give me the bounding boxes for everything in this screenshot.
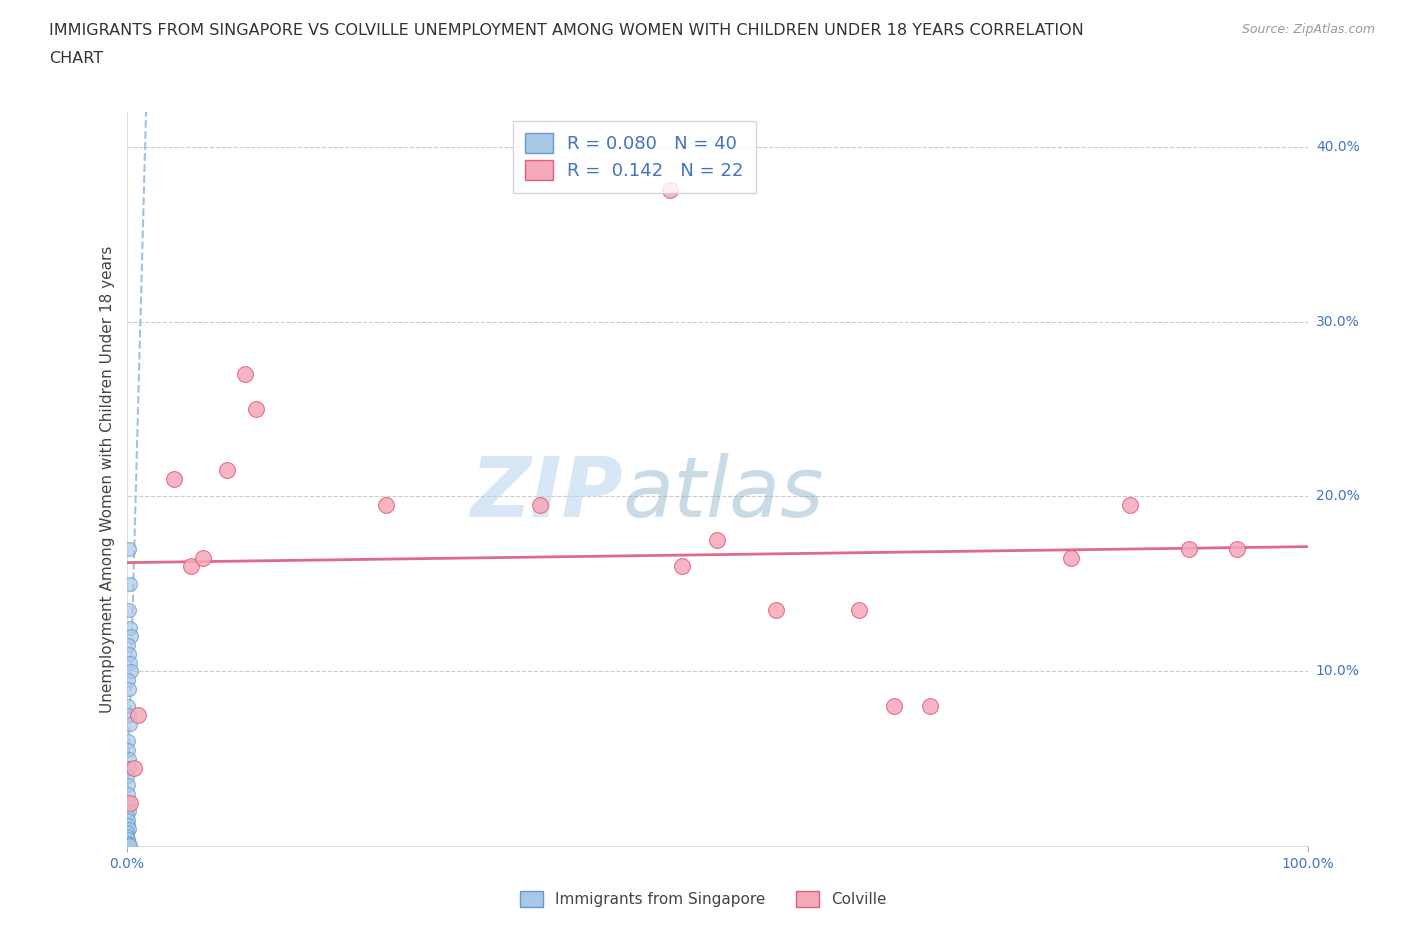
Point xyxy=(118,708,141,723)
Point xyxy=(122,760,145,775)
Point xyxy=(193,551,215,565)
Text: 40.0%: 40.0% xyxy=(1316,140,1360,153)
Text: 20.0%: 20.0% xyxy=(1316,489,1360,503)
Point xyxy=(1226,541,1249,556)
Point xyxy=(120,837,142,852)
Point xyxy=(1060,551,1083,565)
Text: 30.0%: 30.0% xyxy=(1316,314,1360,328)
Text: ZIP: ZIP xyxy=(470,453,623,534)
Legend: R = 0.080   N = 40, R =  0.142   N = 22: R = 0.080 N = 40, R = 0.142 N = 22 xyxy=(513,121,756,193)
Point xyxy=(120,620,142,635)
Point xyxy=(117,743,139,758)
Point xyxy=(127,708,149,723)
Point xyxy=(658,183,681,198)
Text: atlas: atlas xyxy=(623,453,824,534)
Point xyxy=(215,463,238,478)
Point xyxy=(120,629,142,644)
Point xyxy=(245,402,267,417)
Point xyxy=(671,559,693,574)
Point xyxy=(117,837,139,852)
Point xyxy=(233,366,256,381)
Point xyxy=(765,603,787,618)
Point xyxy=(120,577,142,591)
Point xyxy=(115,769,138,784)
Point xyxy=(117,829,139,844)
Point xyxy=(117,777,139,792)
Point xyxy=(118,760,141,775)
Point xyxy=(118,804,141,818)
Point xyxy=(117,638,139,653)
Point xyxy=(118,795,141,810)
Point xyxy=(117,837,139,852)
Point xyxy=(1178,541,1201,556)
Text: 10.0%: 10.0% xyxy=(1316,664,1360,678)
Point xyxy=(115,825,138,840)
Point xyxy=(918,699,941,714)
Point xyxy=(375,498,398,512)
Point xyxy=(117,831,139,846)
Point xyxy=(118,837,141,852)
Point xyxy=(118,821,141,836)
Point xyxy=(117,734,139,749)
Point xyxy=(118,646,141,661)
Point xyxy=(529,498,551,512)
Text: CHART: CHART xyxy=(49,51,103,66)
Point xyxy=(117,787,139,802)
Point xyxy=(120,664,142,679)
Point xyxy=(120,795,142,810)
Point xyxy=(118,751,141,766)
Point xyxy=(117,699,139,714)
Text: IMMIGRANTS FROM SINGAPORE VS COLVILLE UNEMPLOYMENT AMONG WOMEN WITH CHILDREN UND: IMMIGRANTS FROM SINGAPORE VS COLVILLE UN… xyxy=(49,23,1084,38)
Point xyxy=(115,835,138,850)
Point xyxy=(180,559,202,574)
Point xyxy=(118,837,141,852)
Point xyxy=(117,837,139,852)
Point xyxy=(115,807,138,822)
Point xyxy=(1119,498,1142,512)
Point xyxy=(118,541,141,556)
Point xyxy=(117,835,139,850)
Y-axis label: Unemployment Among Women with Children Under 18 years: Unemployment Among Women with Children U… xyxy=(100,246,115,712)
Point xyxy=(706,533,728,548)
Point xyxy=(117,813,139,828)
Point xyxy=(117,837,139,852)
Point xyxy=(118,603,141,618)
Point xyxy=(117,817,139,832)
Point xyxy=(848,603,870,618)
Point xyxy=(120,716,142,731)
Point xyxy=(163,472,186,486)
Text: Source: ZipAtlas.com: Source: ZipAtlas.com xyxy=(1241,23,1375,36)
Legend: Immigrants from Singapore, Colville: Immigrants from Singapore, Colville xyxy=(513,884,893,913)
Point xyxy=(118,682,141,697)
Point xyxy=(117,672,139,687)
Point xyxy=(883,699,905,714)
Point xyxy=(120,656,142,671)
